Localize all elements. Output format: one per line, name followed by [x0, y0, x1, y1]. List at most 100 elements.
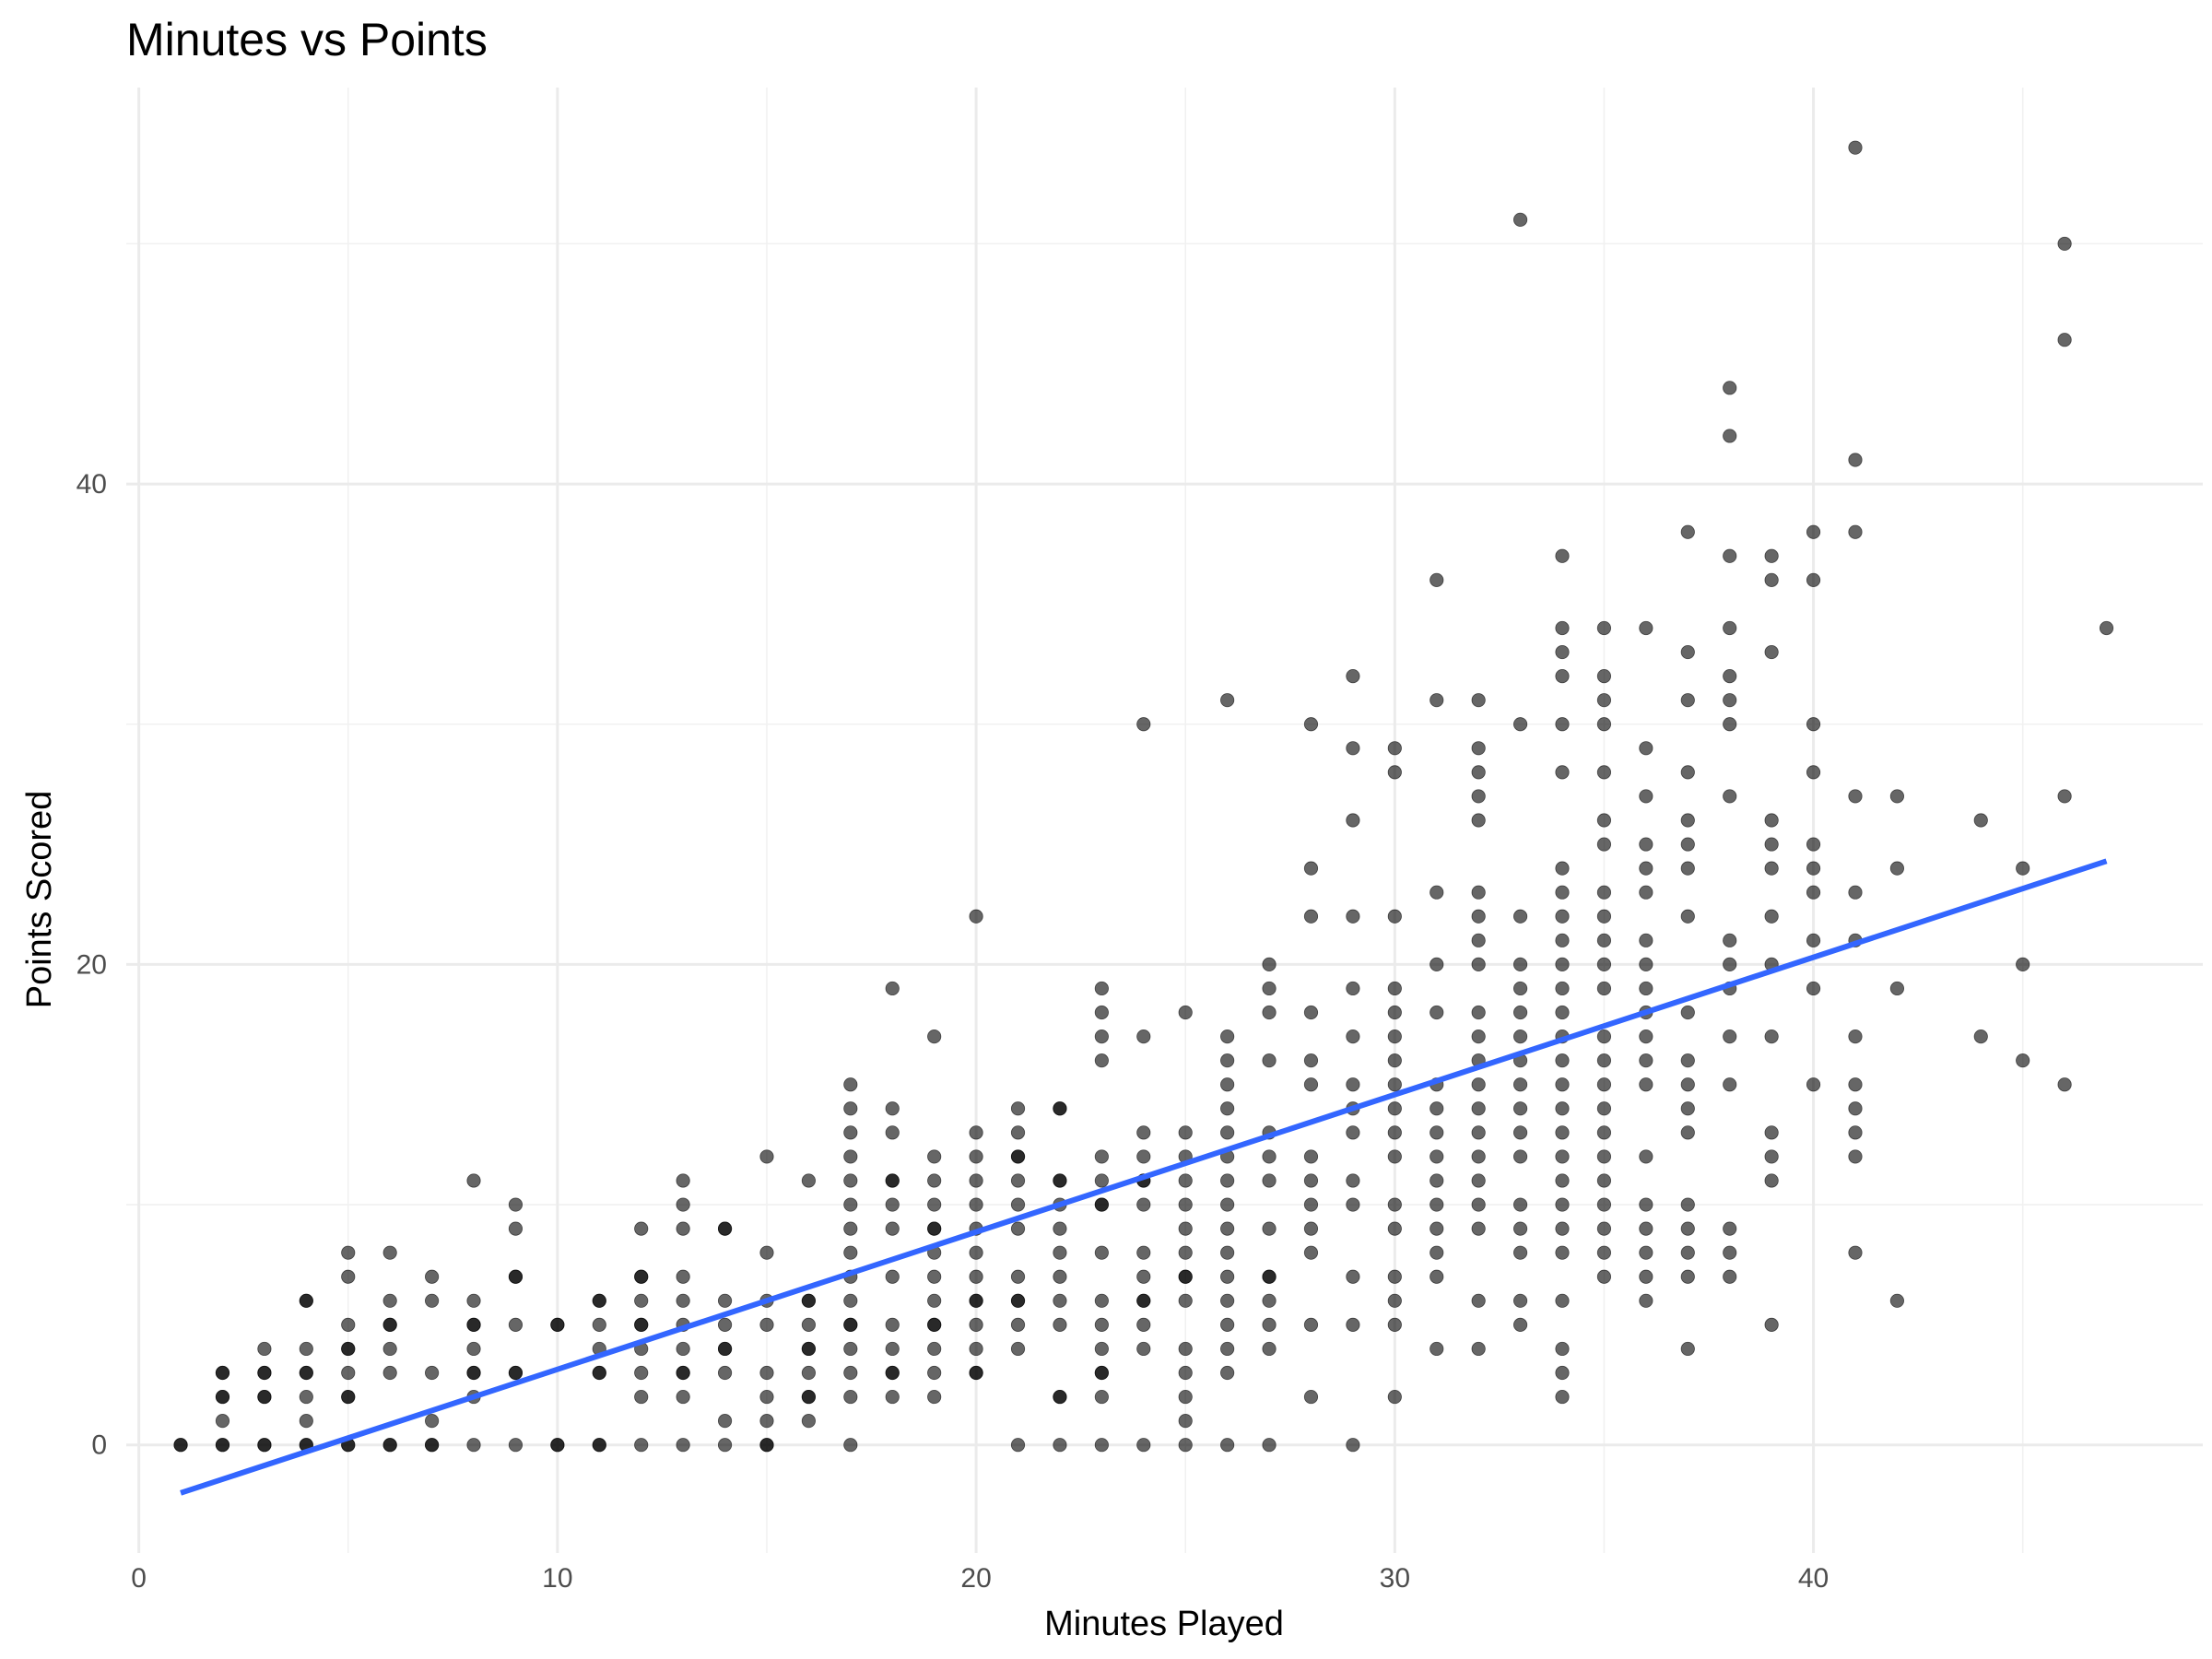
- data-point: [1220, 1317, 1235, 1332]
- data-point: [215, 1414, 230, 1429]
- data-point: [1723, 548, 1737, 563]
- data-point: [2099, 620, 2114, 636]
- data-point: [1387, 1221, 1402, 1236]
- data-point: [885, 1365, 900, 1381]
- data-point: [1639, 741, 1653, 756]
- data-point: [1303, 861, 1319, 876]
- data-point: [1471, 1341, 1486, 1357]
- data-point: [1053, 1221, 1067, 1236]
- data-point: [843, 1438, 858, 1453]
- data-point: [1010, 1173, 1026, 1188]
- data-point: [1262, 1341, 1277, 1357]
- data-point: [1471, 885, 1486, 900]
- data-point: [1053, 1101, 1067, 1116]
- data-point: [1303, 1005, 1319, 1020]
- data-point: [1136, 1029, 1151, 1044]
- data-point: [843, 1173, 858, 1188]
- data-point: [1639, 1077, 1653, 1092]
- data-point: [1346, 1269, 1360, 1284]
- data-point: [1387, 1077, 1402, 1092]
- data-point: [801, 1389, 817, 1405]
- data-point: [1596, 693, 1612, 708]
- data-point: [1262, 1173, 1277, 1188]
- data-point: [1094, 1389, 1109, 1405]
- data-point: [1596, 1245, 1612, 1260]
- data-point: [1471, 1293, 1486, 1308]
- data-point: [173, 1438, 188, 1453]
- data-point: [843, 1341, 858, 1357]
- data-point: [717, 1341, 733, 1357]
- data-point: [1430, 1149, 1444, 1164]
- data-point: [1680, 1053, 1695, 1068]
- data-point: [1512, 1101, 1528, 1116]
- data-point: [1680, 1077, 1695, 1092]
- data-point: [801, 1341, 817, 1357]
- data-point: [1010, 1221, 1026, 1236]
- data-point: [1136, 1149, 1151, 1164]
- data-point: [1596, 765, 1612, 780]
- data-point: [1346, 981, 1360, 996]
- data-point: [1471, 909, 1486, 924]
- data-point: [1430, 1101, 1444, 1116]
- data-point: [1053, 1245, 1067, 1260]
- data-point: [1262, 981, 1277, 996]
- data-point: [801, 1173, 817, 1188]
- data-point: [1178, 1221, 1193, 1236]
- data-point: [1555, 1389, 1570, 1405]
- data-point: [341, 1341, 356, 1357]
- data-point: [1723, 1245, 1737, 1260]
- data-point: [1848, 1149, 1863, 1164]
- data-point: [759, 1414, 774, 1429]
- data-point: [1555, 620, 1570, 636]
- data-point: [1471, 813, 1486, 828]
- data-point: [1178, 1341, 1193, 1357]
- data-point: [1806, 572, 1821, 587]
- data-point: [927, 1221, 942, 1236]
- data-point: [1178, 1365, 1193, 1381]
- data-point: [634, 1221, 649, 1236]
- data-point: [1010, 1149, 1026, 1164]
- data-point: [1723, 789, 1737, 804]
- data-point: [1764, 909, 1779, 924]
- data-point: [1053, 1269, 1067, 1284]
- data-point: [1387, 1269, 1402, 1284]
- data-point: [1639, 620, 1653, 636]
- data-point: [969, 1245, 983, 1260]
- data-point: [1555, 861, 1570, 876]
- data-point: [1555, 548, 1570, 563]
- data-point: [927, 1197, 942, 1212]
- data-point: [1973, 1029, 1988, 1044]
- data-point: [1680, 1125, 1695, 1140]
- data-point: [2016, 861, 2030, 876]
- data-point: [2057, 789, 2072, 804]
- data-point: [1094, 1317, 1109, 1332]
- data-point: [1346, 1197, 1360, 1212]
- data-point: [634, 1438, 649, 1453]
- data-point: [1512, 1005, 1528, 1020]
- data-point: [1430, 957, 1444, 971]
- data-point: [1430, 1125, 1444, 1140]
- data-point: [1848, 885, 1863, 900]
- data-point: [1010, 1293, 1026, 1308]
- data-point: [1262, 1005, 1277, 1020]
- data-point: [885, 1389, 900, 1405]
- data-point: [1596, 1077, 1612, 1092]
- data-point: [1596, 981, 1612, 996]
- data-point: [969, 1197, 983, 1212]
- data-point: [1555, 1125, 1570, 1140]
- data-point: [1303, 909, 1319, 924]
- data-point: [508, 1438, 524, 1453]
- data-point: [424, 1269, 440, 1284]
- data-point: [1596, 1221, 1612, 1236]
- data-point: [1555, 909, 1570, 924]
- data-point: [634, 1293, 649, 1308]
- data-point: [885, 1125, 900, 1140]
- data-point: [634, 1269, 649, 1284]
- data-point: [1889, 1293, 1905, 1308]
- data-point: [759, 1438, 774, 1453]
- data-point: [1555, 1077, 1570, 1092]
- data-point: [1596, 1125, 1612, 1140]
- data-point: [1471, 957, 1486, 971]
- data-point: [1178, 1005, 1193, 1020]
- data-point: [676, 1389, 690, 1405]
